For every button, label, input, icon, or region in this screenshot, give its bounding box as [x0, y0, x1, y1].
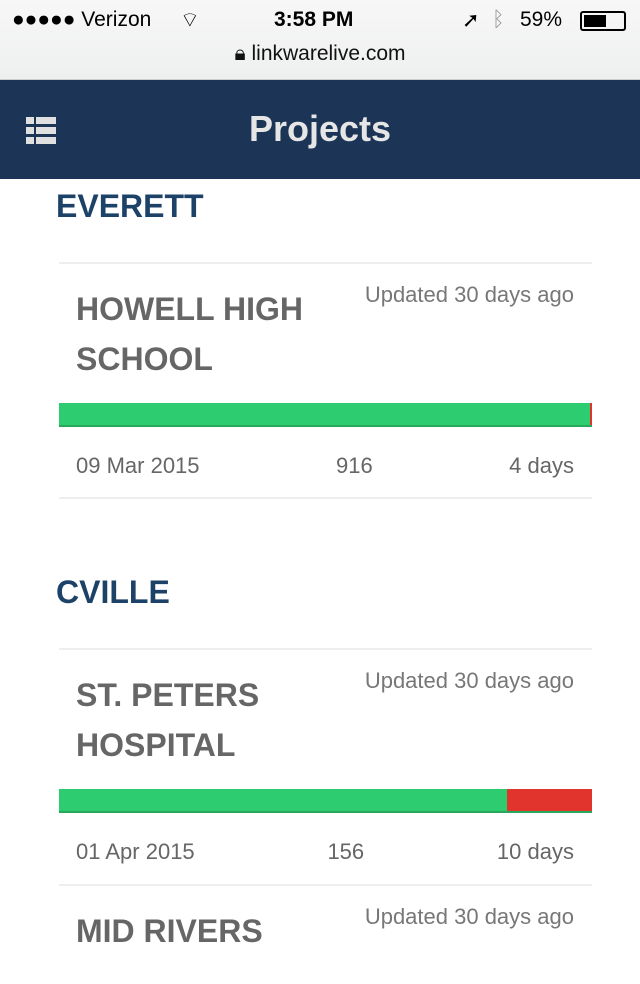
nav-bar: Projects: [0, 80, 640, 179]
menu-icon[interactable]: [26, 117, 56, 147]
group-title: EVERETT: [56, 188, 204, 224]
updated-text: Updated 30 days ago: [364, 668, 574, 693]
project-card[interactable]: HOWELL HIGH SCHOOL Updated 30 days ago 0…: [59, 262, 592, 498]
time: 3:58 PM: [274, 8, 354, 31]
pass-segment: [59, 403, 590, 425]
updated-text: Updated 30 days ago: [364, 904, 574, 929]
progress-bar: [59, 403, 592, 427]
project-name: HOWELL HIGH SCHOOL: [76, 291, 303, 377]
page-title: Projects: [248, 108, 392, 149]
lock-icon: 🔒︎: [234, 42, 246, 65]
status-bar: ●●●●● Verizon ⌔ 3:58 PM ➚ ᛒ 59% 🔒︎ linkw…: [0, 0, 640, 80]
divider: [59, 497, 592, 499]
carrier: ●●●●● Verizon: [12, 8, 152, 31]
fail-segment: [506, 789, 592, 811]
group-title: CVILLE: [56, 574, 170, 610]
pass-segment: [59, 789, 507, 811]
wifi-icon: ⌔: [180, 9, 200, 32]
project-count: 916: [335, 453, 373, 478]
url-text: linkwarelive.com: [251, 42, 406, 65]
project-duration: 10 days: [496, 839, 574, 864]
bluetooth-icon: ᛒ: [492, 8, 505, 31]
updated-text: Updated 30 days ago: [364, 282, 574, 307]
fail-segment: [589, 403, 592, 425]
project-date: 01 Apr 2015: [76, 839, 195, 864]
project-card[interactable]: MID RIVERS Updated 30 days ago: [59, 884, 592, 984]
project-name: ST. PETERS HOSPITAL: [76, 677, 260, 763]
project-count: 156: [327, 839, 365, 864]
location-icon: ➚: [462, 9, 480, 32]
project-duration: 4 days: [509, 453, 574, 478]
url-bar[interactable]: 🔒︎ linkwarelive.com: [0, 42, 640, 66]
project-name: MID RIVERS: [76, 913, 263, 949]
battery-percent: 59%: [520, 8, 563, 31]
battery-icon: [580, 11, 626, 31]
progress-bar: [59, 789, 592, 813]
project-card[interactable]: ST. PETERS HOSPITAL Updated 30 days ago …: [59, 648, 592, 884]
project-date: 09 Mar 2015: [76, 453, 200, 478]
